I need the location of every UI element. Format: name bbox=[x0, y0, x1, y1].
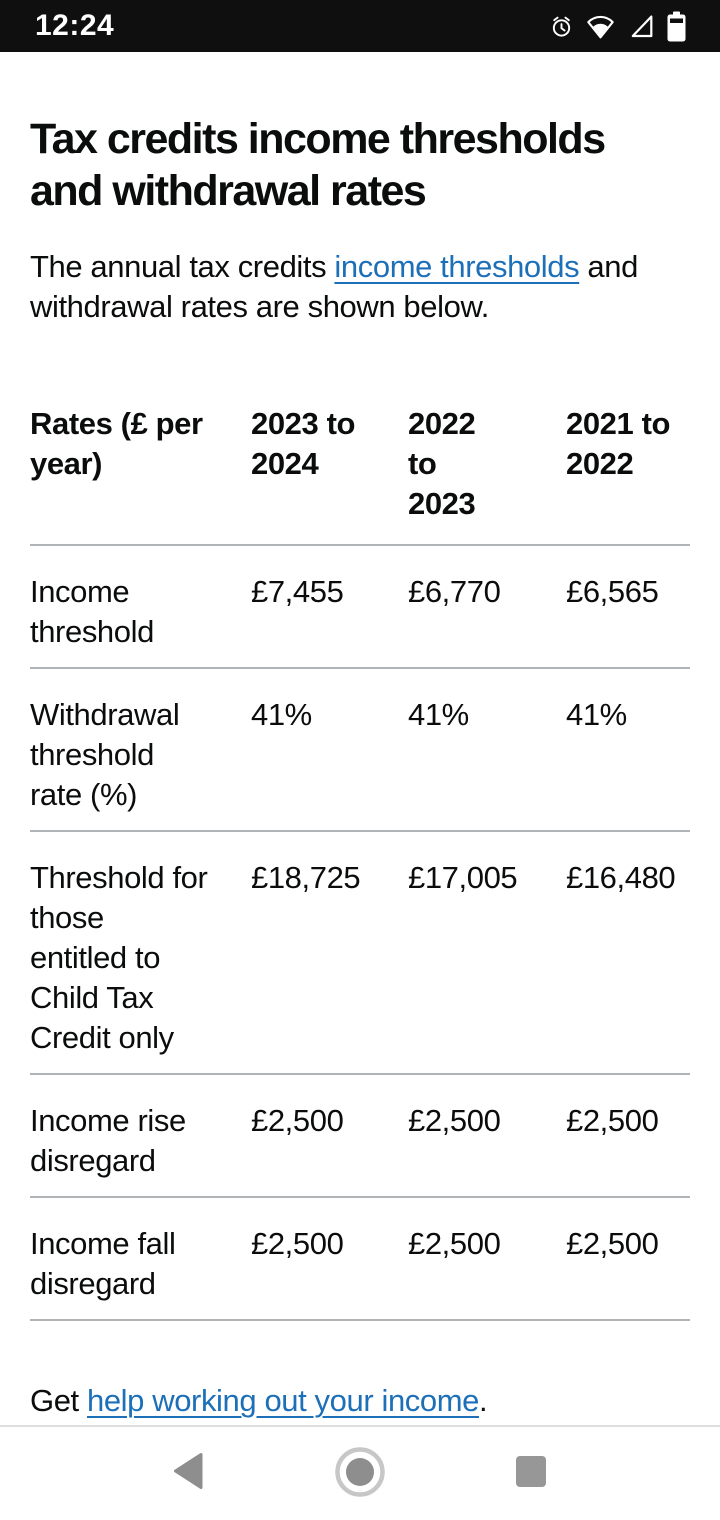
page-title: Tax credits income thresholds and withdr… bbox=[30, 113, 690, 217]
nav-bar-divider bbox=[0, 1425, 720, 1427]
intro-line-1: The annual tax credits income thresholds… bbox=[30, 247, 690, 287]
home-icon bbox=[334, 1447, 386, 1502]
income-thresholds-link[interactable]: income thresholds bbox=[334, 249, 580, 284]
column-header-2022-2023: 2022 to 2023 bbox=[408, 406, 476, 521]
table-row-income-rise-disregard: Income rise disregard £2,500 £2,500 £2,5… bbox=[30, 1075, 690, 1198]
status-bar-icons bbox=[550, 11, 686, 42]
cell-value: £18,725 bbox=[251, 860, 361, 895]
cell-value: £2,500 bbox=[566, 1226, 659, 1261]
help-text: Get bbox=[30, 1383, 87, 1418]
table-row-income-threshold: Income threshold £7,455 £6,770 £6,565 bbox=[30, 546, 690, 669]
page-content: Tax credits income thresholds and withdr… bbox=[0, 113, 720, 1421]
recents-button[interactable] bbox=[516, 1456, 546, 1492]
row-label: Income fall disregard bbox=[30, 1226, 176, 1301]
cell-value: 41% bbox=[566, 697, 627, 732]
rates-table: Rates (£ per year) 2023 to 2024 2022 to … bbox=[30, 399, 690, 1321]
table-row-withdrawal-rate: Withdrawal threshold rate (%) 41% 41% 41… bbox=[30, 669, 690, 832]
row-label: Income threshold bbox=[30, 574, 154, 649]
recents-icon bbox=[516, 1456, 546, 1491]
column-header-2023-2024: 2023 to 2024 bbox=[251, 406, 356, 481]
cell-signal-icon bbox=[628, 13, 654, 39]
intro-text: The annual tax credits bbox=[30, 249, 335, 284]
column-header-2021-2022: 2021 to 2022 bbox=[566, 406, 671, 481]
cell-value: £2,500 bbox=[251, 1103, 344, 1138]
cell-value: £7,455 bbox=[251, 574, 344, 609]
help-working-out-income-link[interactable]: help working out your income bbox=[86, 1383, 479, 1418]
cell-value: £2,500 bbox=[566, 1103, 659, 1138]
help-text: . bbox=[479, 1383, 488, 1418]
cell-value: £16,480 bbox=[566, 860, 676, 895]
row-label: Income rise disregard bbox=[30, 1103, 186, 1178]
intro-paragraph: The annual tax credits income thresholds… bbox=[30, 247, 690, 327]
table-header-row: Rates (£ per year) 2023 to 2024 2022 to … bbox=[30, 399, 690, 546]
row-label: Withdrawal threshold rate (%) bbox=[30, 697, 180, 812]
row-label: Threshold for those entitled to Child Ta… bbox=[30, 860, 208, 1055]
page-title-line-2: and withdrawal rates bbox=[30, 167, 427, 215]
cell-value: 41% bbox=[251, 697, 312, 732]
table-row-income-fall-disregard: Income fall disregard £2,500 £2,500 £2,5… bbox=[30, 1198, 690, 1321]
cell-value: £17,005 bbox=[408, 860, 518, 895]
column-header-rates: Rates (£ per year) bbox=[30, 406, 203, 481]
cell-value: £2,500 bbox=[251, 1226, 344, 1261]
cell-value: £6,565 bbox=[566, 574, 659, 609]
home-button[interactable] bbox=[334, 1446, 386, 1503]
wifi-icon bbox=[586, 13, 615, 40]
table-row-child-tax-credit-threshold: Threshold for those entitled to Child Ta… bbox=[30, 832, 690, 1075]
status-bar-clock: 12:24 bbox=[35, 9, 115, 42]
android-nav-bar bbox=[0, 1427, 720, 1520]
back-button[interactable] bbox=[171, 1451, 205, 1496]
alarm-clock-icon bbox=[550, 15, 573, 38]
cell-value: £2,500 bbox=[408, 1103, 501, 1138]
page-title-line-1: Tax credits income thresholds bbox=[30, 115, 606, 163]
help-paragraph: Get help working out your income. bbox=[30, 1381, 690, 1421]
cell-value: £2,500 bbox=[408, 1226, 501, 1261]
back-icon bbox=[171, 1453, 205, 1495]
intro-line-2: withdrawal rates are shown below. bbox=[30, 289, 489, 324]
status-bar: 12:24 bbox=[0, 0, 720, 52]
intro-text: and bbox=[579, 249, 638, 284]
battery-icon bbox=[667, 11, 686, 42]
cell-value: £6,770 bbox=[408, 574, 501, 609]
cell-value: 41% bbox=[408, 697, 469, 732]
